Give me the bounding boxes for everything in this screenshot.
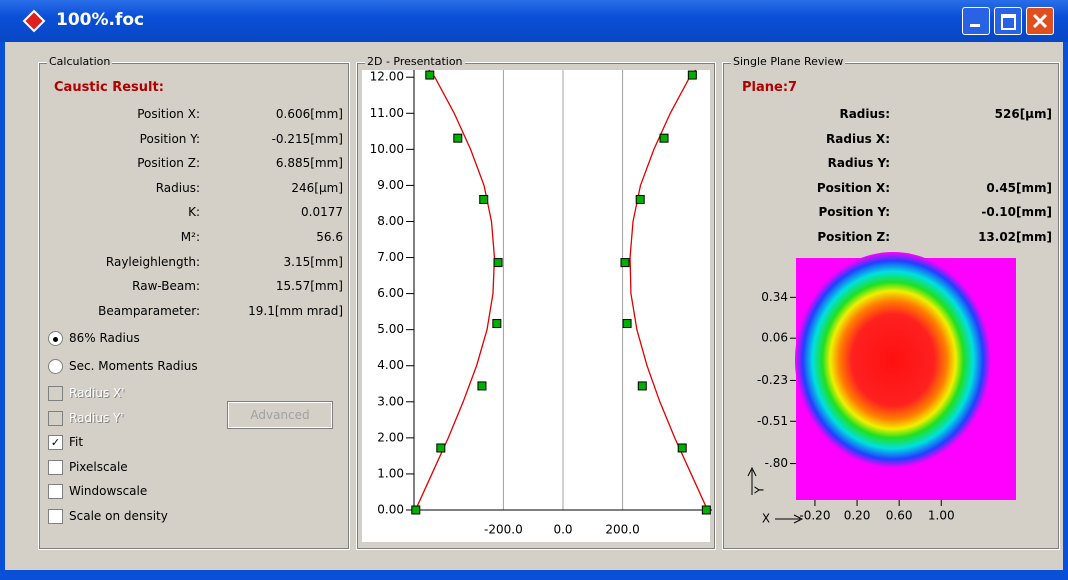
option-label: Sec. Moments Radius xyxy=(69,359,198,373)
axis-arrow xyxy=(748,468,802,523)
row-label: Position Z: xyxy=(740,230,890,244)
radio-option[interactable]: 86% Radius xyxy=(48,331,140,346)
row-value: 56.6 xyxy=(210,230,343,244)
data-point xyxy=(621,259,629,267)
checkbox xyxy=(48,509,63,524)
checkbox-option[interactable]: ✓ Fit xyxy=(48,435,83,450)
row-label: Raw-Beam: xyxy=(60,279,200,293)
y-tick-label: 6.00 xyxy=(377,286,404,300)
checkbox xyxy=(48,484,63,499)
data-point xyxy=(688,71,696,79)
x-tick-label: -200.0 xyxy=(484,523,523,537)
option-label: Radius Y' xyxy=(69,411,124,425)
x-tick-label: 0.20 xyxy=(844,509,871,523)
row-label: Position X: xyxy=(60,107,200,121)
row-label: Beamparameter: xyxy=(60,304,200,318)
y-tick-label: -0.23 xyxy=(757,373,788,387)
data-point xyxy=(660,134,668,142)
y-tick-label: 2.00 xyxy=(377,430,404,444)
y-tick-label: 10.00 xyxy=(370,142,404,156)
y-tick-label: 4.00 xyxy=(377,358,404,372)
row-value: 0.0177 xyxy=(210,205,343,219)
checkbox xyxy=(48,460,63,475)
y-tick-label: 7.00 xyxy=(377,250,404,264)
checkbox xyxy=(48,411,63,426)
data-point xyxy=(437,444,445,452)
row-label: Radius X: xyxy=(740,132,890,146)
x-tick-label: 0.60 xyxy=(886,509,913,523)
row-value: 3.15[mm] xyxy=(210,255,343,269)
checkbox-option: Radius Y' xyxy=(48,411,124,426)
radio xyxy=(48,331,63,346)
row-label: Position Y: xyxy=(740,205,890,219)
checkbox xyxy=(48,386,63,401)
y-tick-label: 0.00 xyxy=(377,503,404,517)
data-point xyxy=(478,382,486,390)
row-value: -0.215[mm] xyxy=(210,132,343,146)
data-point xyxy=(480,195,488,203)
row-value: 15.57[mm] xyxy=(210,279,343,293)
y-tick-label: 0.34 xyxy=(761,290,788,304)
y-tick-label: 0.06 xyxy=(761,331,788,345)
data-point xyxy=(702,506,710,514)
checkbox-option: Radius X' xyxy=(48,386,125,401)
data-point xyxy=(412,506,420,514)
data-point xyxy=(636,195,644,203)
checkbox: ✓ xyxy=(48,435,63,450)
row-value: 6.885[mm] xyxy=(210,156,343,170)
row-label: M²: xyxy=(60,230,200,244)
row-value: 0.606[mm] xyxy=(210,107,343,121)
y-axis-label: Y xyxy=(753,486,767,495)
row-value: 19.1[mm mrad] xyxy=(210,304,343,318)
data-point xyxy=(494,259,502,267)
row-label: Position Z: xyxy=(60,156,200,170)
radio xyxy=(48,359,63,374)
row-label: K: xyxy=(60,205,200,219)
data-point xyxy=(638,382,646,390)
option-label: Pixelscale xyxy=(69,460,128,474)
row-label: Position X: xyxy=(740,181,890,195)
y-tick-label: -.80 xyxy=(765,456,788,470)
y-tick-label: 9.00 xyxy=(377,178,404,192)
row-label: Radius: xyxy=(740,107,890,121)
y-tick-label: -0.51 xyxy=(757,414,788,428)
x-axis-label: X xyxy=(762,512,770,526)
option-label: Radius X' xyxy=(69,386,125,400)
data-point xyxy=(426,71,434,79)
row-value: 13.02[mm] xyxy=(900,230,1052,244)
window: 100%.foc Calculation Caustic Result: Adv… xyxy=(0,0,1068,580)
y-tick-label: 12.00 xyxy=(370,70,404,84)
option-label: Windowscale xyxy=(69,484,147,498)
beam-spot xyxy=(795,252,991,468)
row-value: 526[µm] xyxy=(900,107,1052,121)
option-label: Scale on density xyxy=(69,509,168,523)
y-tick-label: 1.00 xyxy=(377,466,404,480)
option-label: Fit xyxy=(69,435,83,449)
x-tick-label: 200.0 xyxy=(605,523,639,537)
checkbox-option[interactable]: Pixelscale xyxy=(48,460,128,475)
checkbox-option[interactable]: Windowscale xyxy=(48,484,147,499)
row-label: Position Y: xyxy=(60,132,200,146)
data-point xyxy=(454,134,462,142)
x-tick-label: 1.00 xyxy=(928,509,955,523)
data-point xyxy=(623,320,631,328)
row-value: -0.10[mm] xyxy=(900,205,1052,219)
x-tick-label: 0.0 xyxy=(553,523,572,537)
row-value: 0.45[mm] xyxy=(900,181,1052,195)
y-tick-label: 5.00 xyxy=(377,322,404,336)
x-tick-label: -0.20 xyxy=(799,509,830,523)
radio-option[interactable]: Sec. Moments Radius xyxy=(48,359,198,374)
checkbox-option[interactable]: Scale on density xyxy=(48,509,168,524)
data-point xyxy=(493,320,501,328)
row-label: Rayleighlength: xyxy=(60,255,200,269)
row-label: Radius: xyxy=(60,181,200,195)
data-point xyxy=(678,444,686,452)
option-label: 86% Radius xyxy=(69,331,140,345)
row-value: 246[µm] xyxy=(210,181,343,195)
row-label: Radius Y: xyxy=(740,156,890,170)
y-tick-label: 3.00 xyxy=(377,394,404,408)
y-tick-label: 8.00 xyxy=(377,214,404,228)
y-tick-label: 11.00 xyxy=(370,106,404,120)
